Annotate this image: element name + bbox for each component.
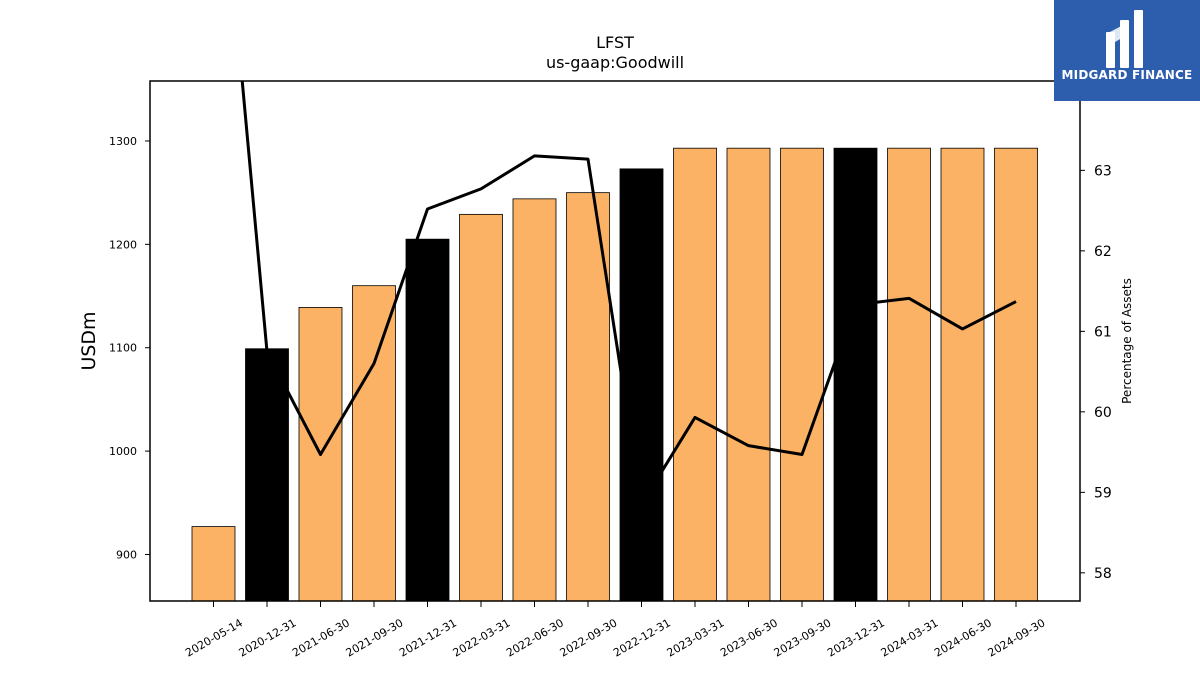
y-tick-label-1000: 1000 <box>109 445 137 458</box>
x-tick-label-2024-06-30: 2024-06-30 <box>932 616 994 659</box>
x-tick-label-2022-06-30: 2022-06-30 <box>504 616 566 659</box>
y2-tick-label-62: 62 <box>1094 244 1112 260</box>
chart-subtitle: us-gaap:Goodwill <box>546 53 684 72</box>
y2-tick-label-60: 60 <box>1094 405 1112 421</box>
bar-2021-12-31 <box>405 238 450 601</box>
y2-tick-label-63: 63 <box>1094 163 1112 179</box>
x-tick-label-2022-12-31: 2022-12-31 <box>611 616 673 659</box>
y-tick-label-1100: 1100 <box>109 342 137 355</box>
y-axis-label: USDm <box>78 311 100 370</box>
y2-tick-label-61: 61 <box>1094 324 1112 340</box>
bar-2023-06-30 <box>726 147 771 601</box>
x-tick-label-2021-09-30: 2021-09-30 <box>344 616 406 659</box>
bar-2024-06-30 <box>940 147 985 601</box>
x-tick-label-2024-09-30: 2024-09-30 <box>986 616 1048 659</box>
x-tick-label-2020-12-31: 2020-12-31 <box>237 616 299 659</box>
y-tick-label-1300: 1300 <box>109 135 137 148</box>
bar-2023-12-31 <box>833 147 878 601</box>
y2-axis-label: Percentage of Assets <box>1120 278 1134 404</box>
y-tick-label-900: 900 <box>116 548 137 561</box>
bar-2020-12-31 <box>245 348 289 601</box>
x-tick-label-2024-03-31: 2024-03-31 <box>879 616 941 659</box>
x-tick-label-2021-06-30: 2021-06-30 <box>290 616 352 659</box>
y-tick-label-1200: 1200 <box>109 238 137 251</box>
chart-title: LFST <box>596 33 634 52</box>
bar-2023-09-30 <box>780 147 824 601</box>
x-tick-label-2023-03-31: 2023-03-31 <box>665 616 727 659</box>
bar-2024-09-30 <box>994 147 1038 601</box>
brand-logo-icon <box>1106 10 1143 68</box>
percentage-line-series <box>240 81 1017 506</box>
plot-frame <box>149 80 1081 602</box>
bar-series <box>191 147 1038 601</box>
bar-2022-03-31 <box>459 213 503 601</box>
x-tick-label-2022-09-30: 2022-09-30 <box>558 616 620 659</box>
bar-2022-06-30 <box>512 198 557 601</box>
brand-logo: MIDGARD FINANCE <box>1054 0 1200 101</box>
bar-2023-03-31 <box>673 147 717 601</box>
x-tick-label-2023-12-31: 2023-12-31 <box>825 616 887 659</box>
x-tick-label-2023-09-30: 2023-09-30 <box>772 616 834 659</box>
y2-tick-label-59: 59 <box>1094 485 1112 501</box>
x-tick-label-2021-12-31: 2021-12-31 <box>397 616 459 659</box>
bar-2021-09-30 <box>352 285 396 601</box>
bar-2024-03-31 <box>887 147 931 601</box>
x-tick-label-2023-06-30: 2023-06-30 <box>718 616 780 659</box>
y2-tick-label-58: 58 <box>1094 566 1112 582</box>
x-tick-label-2020-05-14: 2020-05-14 <box>183 616 245 659</box>
x-tick-label-2022-03-31: 2022-03-31 <box>451 616 513 659</box>
bar-2020-05-14 <box>191 526 236 601</box>
bar-2022-12-31 <box>619 168 664 601</box>
brand-name: MIDGARD FINANCE <box>1061 68 1193 82</box>
percentage-of-assets-line <box>240 81 1017 506</box>
